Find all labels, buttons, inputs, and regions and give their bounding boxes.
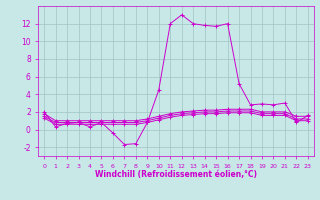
- X-axis label: Windchill (Refroidissement éolien,°C): Windchill (Refroidissement éolien,°C): [95, 170, 257, 179]
